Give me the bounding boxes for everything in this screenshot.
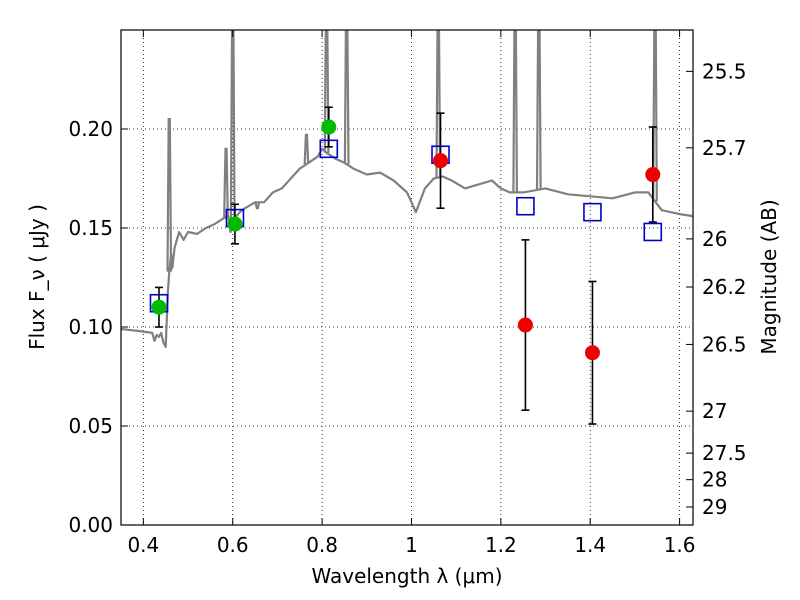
- detection-point: [584, 345, 600, 361]
- model-photometry-square: [643, 222, 663, 242]
- detection-point: [645, 167, 661, 183]
- x-tick-label: 0.4: [127, 533, 159, 557]
- detection-point: [517, 317, 533, 333]
- model-photometry-square: [583, 202, 602, 222]
- emission-spike: [229, 30, 236, 221]
- y-axis-label: Flux F_ν ( μJy ): [25, 204, 49, 350]
- plot-area: [121, 30, 693, 348]
- right-tick-label: 25.5: [702, 59, 747, 83]
- data-markers: [149, 119, 663, 361]
- right-tick-label: 28: [702, 468, 727, 492]
- x-tick-label: 1.6: [664, 533, 696, 557]
- right-tick-label: 29: [702, 495, 727, 519]
- emission-spike: [223, 147, 229, 218]
- x-axis-label: Wavelength λ (μm): [311, 564, 502, 588]
- ticks: 0.4 0.6 0.8 1 1.2 1.4 1.6 0.00 0.05 0.10 0.15 0.20 2…: [68, 30, 747, 557]
- x-tick-label: 1: [405, 533, 418, 557]
- detection-point: [433, 153, 449, 169]
- right-tick-label: 26.5: [702, 332, 747, 356]
- emission-spike: [343, 30, 350, 165]
- emission-spike: [435, 30, 442, 178]
- emission-spike: [254, 202, 261, 210]
- right-tick-label: 25.7: [702, 136, 747, 160]
- right-tick-label: 27.5: [702, 441, 747, 465]
- right-tick-label: 26: [702, 227, 727, 251]
- right-tick-label: 26.2: [702, 275, 747, 299]
- sed-line: [121, 147, 693, 348]
- right-tick-label: 27: [702, 399, 727, 423]
- y-tick-label: 0.20: [68, 117, 113, 141]
- right-axis-label: Magnitude (AB): [757, 199, 781, 354]
- x-tick-label: 0.6: [217, 533, 249, 557]
- y-tick-label: 0.10: [68, 315, 113, 339]
- detection-point: [321, 119, 337, 135]
- detection-point: [227, 216, 243, 232]
- x-tick-label: 1.4: [574, 533, 606, 557]
- emission-spike: [652, 30, 658, 202]
- x-tick-label: 0.8: [306, 533, 338, 557]
- model-photometry-square: [319, 139, 339, 159]
- emission-spike: [512, 30, 519, 193]
- emission-spike: [535, 30, 542, 190]
- emission-spike: [323, 30, 330, 153]
- plot-frame: [120, 29, 694, 526]
- model-photometry-square: [516, 196, 535, 216]
- emission-spike: [303, 133, 310, 165]
- y-tick-label: 0.15: [68, 216, 113, 240]
- x-tick-label: 1.2: [485, 533, 517, 557]
- grid: [121, 30, 693, 526]
- y-tick-label: 0.00: [68, 513, 113, 537]
- detection-point: [151, 299, 167, 315]
- y-tick-label: 0.05: [68, 414, 113, 438]
- emission-spike: [166, 117, 173, 272]
